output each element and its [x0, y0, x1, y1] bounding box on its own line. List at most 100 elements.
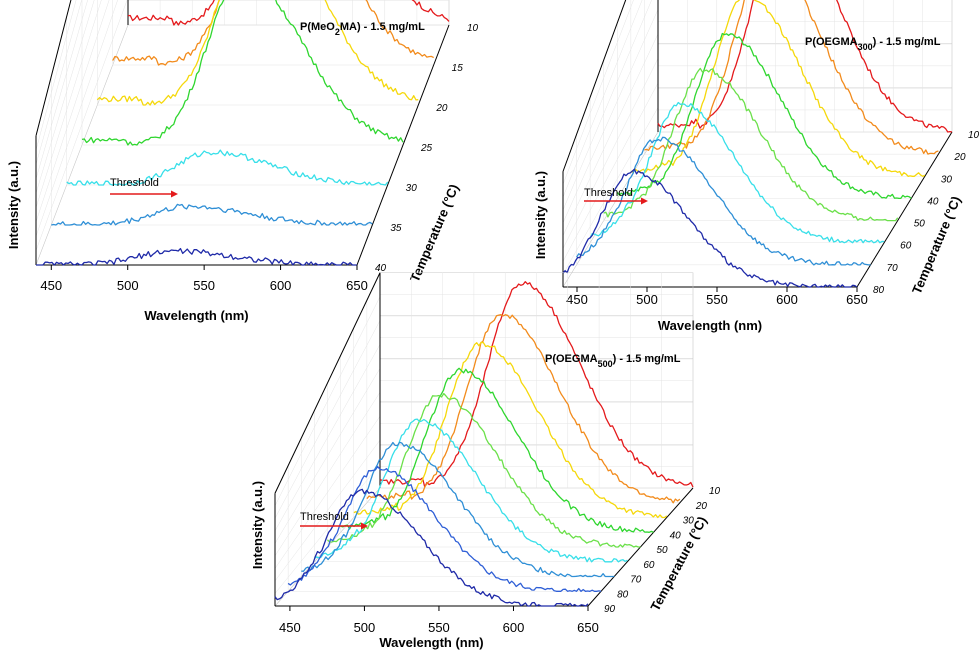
- x-tick-label: 650: [577, 620, 599, 635]
- spectrum-line-70: [301, 441, 615, 578]
- side-gridline: [562, 0, 652, 211]
- x-axis-label: Wavelength (nm): [144, 308, 248, 323]
- spectrum-line-15: [112, 0, 435, 66]
- side-gridline: [562, 33, 659, 236]
- x-tick-label: 550: [428, 620, 450, 635]
- z-tick-label: 35: [390, 223, 402, 234]
- z-tick-label: 50: [657, 545, 669, 556]
- spectrum-line-50: [603, 67, 899, 222]
- z-axis-label: Temperature (°C): [407, 182, 462, 284]
- z-tick-label: 40: [375, 263, 387, 274]
- spectrum-line-10: [657, 0, 953, 133]
- z-tick-label: 10: [709, 486, 721, 497]
- title-subscript: 500: [598, 359, 613, 369]
- spectrum-line-25: [81, 0, 404, 146]
- threshold-arrowhead: [361, 522, 368, 530]
- panel-title: P(OEGMA300) - 1.5 mg/mL: [805, 36, 941, 52]
- z-tick-label: 90: [604, 604, 616, 615]
- y-axis-label: Intensity (a.u.): [533, 171, 548, 259]
- threshold-arrowhead: [641, 197, 648, 205]
- x-tick-label: 650: [846, 292, 868, 307]
- side-gridline: [562, 0, 634, 185]
- threshold-label: Threshold: [300, 511, 349, 523]
- spectrum-line-90: [274, 488, 589, 607]
- z-axis-line: [356, 24, 450, 266]
- title-part: ) - 1.5 mg/mL: [613, 353, 681, 365]
- side-wall: [562, 0, 659, 289]
- spectrum-line-30: [353, 341, 668, 519]
- spectrum-line-40: [36, 247, 357, 266]
- x-tick-label: 600: [776, 292, 798, 307]
- spectrum-line-40: [616, 32, 912, 200]
- x-tick-label: 550: [706, 292, 728, 307]
- side-gridline: [562, 82, 659, 262]
- z-tick-label: 40: [670, 530, 682, 541]
- threshold-arrowhead: [171, 190, 178, 198]
- spectrum-line-50: [327, 392, 641, 548]
- x-tick-label: 550: [193, 278, 215, 293]
- spectrum-line-20: [644, 0, 939, 155]
- title-part: P(OEGMA: [545, 353, 598, 365]
- side-gridline: [562, 0, 643, 198]
- z-tick-label: 30: [941, 174, 953, 185]
- panel-title: P(MeO2MA) - 1.5 mg/mL: [300, 21, 425, 37]
- title-part: MA) - 1.5 mg/mL: [340, 21, 425, 33]
- spectrum-line-30: [630, 0, 926, 177]
- x-tick-label: 500: [117, 278, 139, 293]
- z-tick-label: 80: [617, 589, 629, 600]
- spectrum-line-80: [562, 168, 858, 288]
- threshold-label: Threshold: [110, 177, 159, 189]
- title-subscript: 300: [858, 42, 873, 52]
- threshold-label: Threshold: [584, 187, 633, 199]
- y-axis-label: Intensity (a.u.): [250, 481, 265, 569]
- spectrum-line-20: [366, 314, 681, 504]
- z-tick-label: 25: [420, 143, 433, 154]
- spectrum-line-70: [576, 136, 871, 266]
- x-tick-label: 500: [354, 620, 376, 635]
- z-tick-label: 15: [452, 63, 464, 74]
- side-gridline: [562, 9, 659, 223]
- z-tick-label: 20: [695, 501, 708, 512]
- side-gridline: [562, 58, 659, 249]
- z-tick-label: 30: [683, 516, 695, 527]
- z-tick-label: 10: [968, 130, 980, 141]
- z-tick-label: 10: [467, 23, 479, 34]
- x-tick-label: 650: [346, 278, 368, 293]
- title-part: ) - 1.5 mg/mL: [873, 36, 941, 48]
- x-tick-label: 600: [270, 278, 292, 293]
- z-tick-label: 70: [630, 575, 642, 586]
- x-tick-label: 450: [40, 278, 62, 293]
- title-part: P(MeO: [300, 21, 335, 33]
- x-tick-label: 500: [636, 292, 658, 307]
- top-edge-line: [562, 0, 627, 172]
- z-axis-line: [856, 131, 953, 288]
- z-tick-label: 20: [953, 152, 966, 163]
- z-tick-label: 60: [643, 560, 655, 571]
- panel-title: P(OEGMA500) - 1.5 mg/mL: [545, 353, 681, 369]
- x-tick-label: 450: [279, 620, 301, 635]
- spectrum-line-60: [589, 101, 885, 244]
- spectrum-line-35: [51, 203, 373, 226]
- z-tick-label: 40: [927, 196, 939, 207]
- z-tick-label: 60: [900, 241, 912, 252]
- z-axis-label: Temperature (°C): [909, 194, 964, 296]
- spectrum-line-60: [314, 418, 628, 563]
- side-gridline: [562, 107, 659, 275]
- x-axis-label: Wavelength (nm): [379, 635, 483, 650]
- y-axis-label: Intensity (a.u.): [6, 161, 21, 249]
- spectrum-line-10: [127, 0, 450, 26]
- z-tick-label: 20: [435, 103, 448, 114]
- z-tick-label: 80: [873, 285, 885, 296]
- spectrum-line-30: [66, 149, 389, 186]
- z-tick-label: 50: [914, 219, 926, 230]
- x-tick-label: 450: [566, 292, 588, 307]
- z-tick-label: 70: [887, 263, 899, 274]
- spectrum-line-80: [287, 465, 602, 592]
- x-axis-label: Wavelength (nm): [658, 318, 762, 333]
- spectrum-line-10: [379, 281, 694, 488]
- title-part: P(OEGMA: [805, 36, 858, 48]
- z-tick-label: 30: [406, 183, 418, 194]
